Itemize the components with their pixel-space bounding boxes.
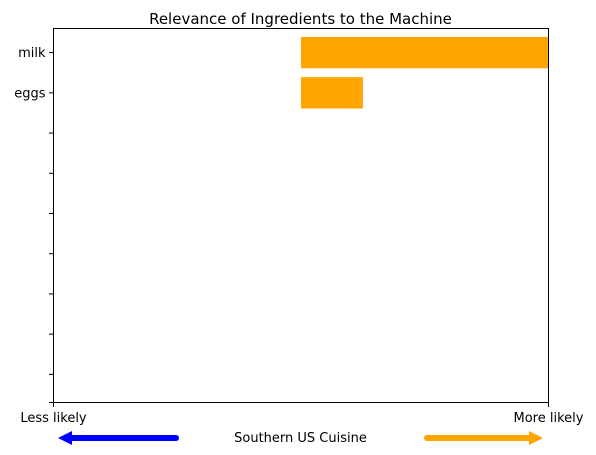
x-label-right: More likely [514, 411, 584, 426]
plot-area [53, 28, 549, 403]
y-tick-label-milk: milk [18, 46, 46, 61]
x-label-center: Southern US Cuisine [234, 431, 367, 446]
more-likely-arrow [424, 431, 543, 445]
bar-milk [301, 36, 549, 69]
y-ticks: milk eggs [14, 46, 54, 403]
less-likely-arrow [58, 431, 179, 445]
chart-title: Relevance of Ingredients to the Machine [149, 10, 452, 28]
y-tick-label-eggs: eggs [14, 86, 46, 101]
bar-eggs [301, 77, 363, 109]
bars-layer [301, 36, 549, 109]
x-label-left: Less likely [20, 411, 87, 426]
